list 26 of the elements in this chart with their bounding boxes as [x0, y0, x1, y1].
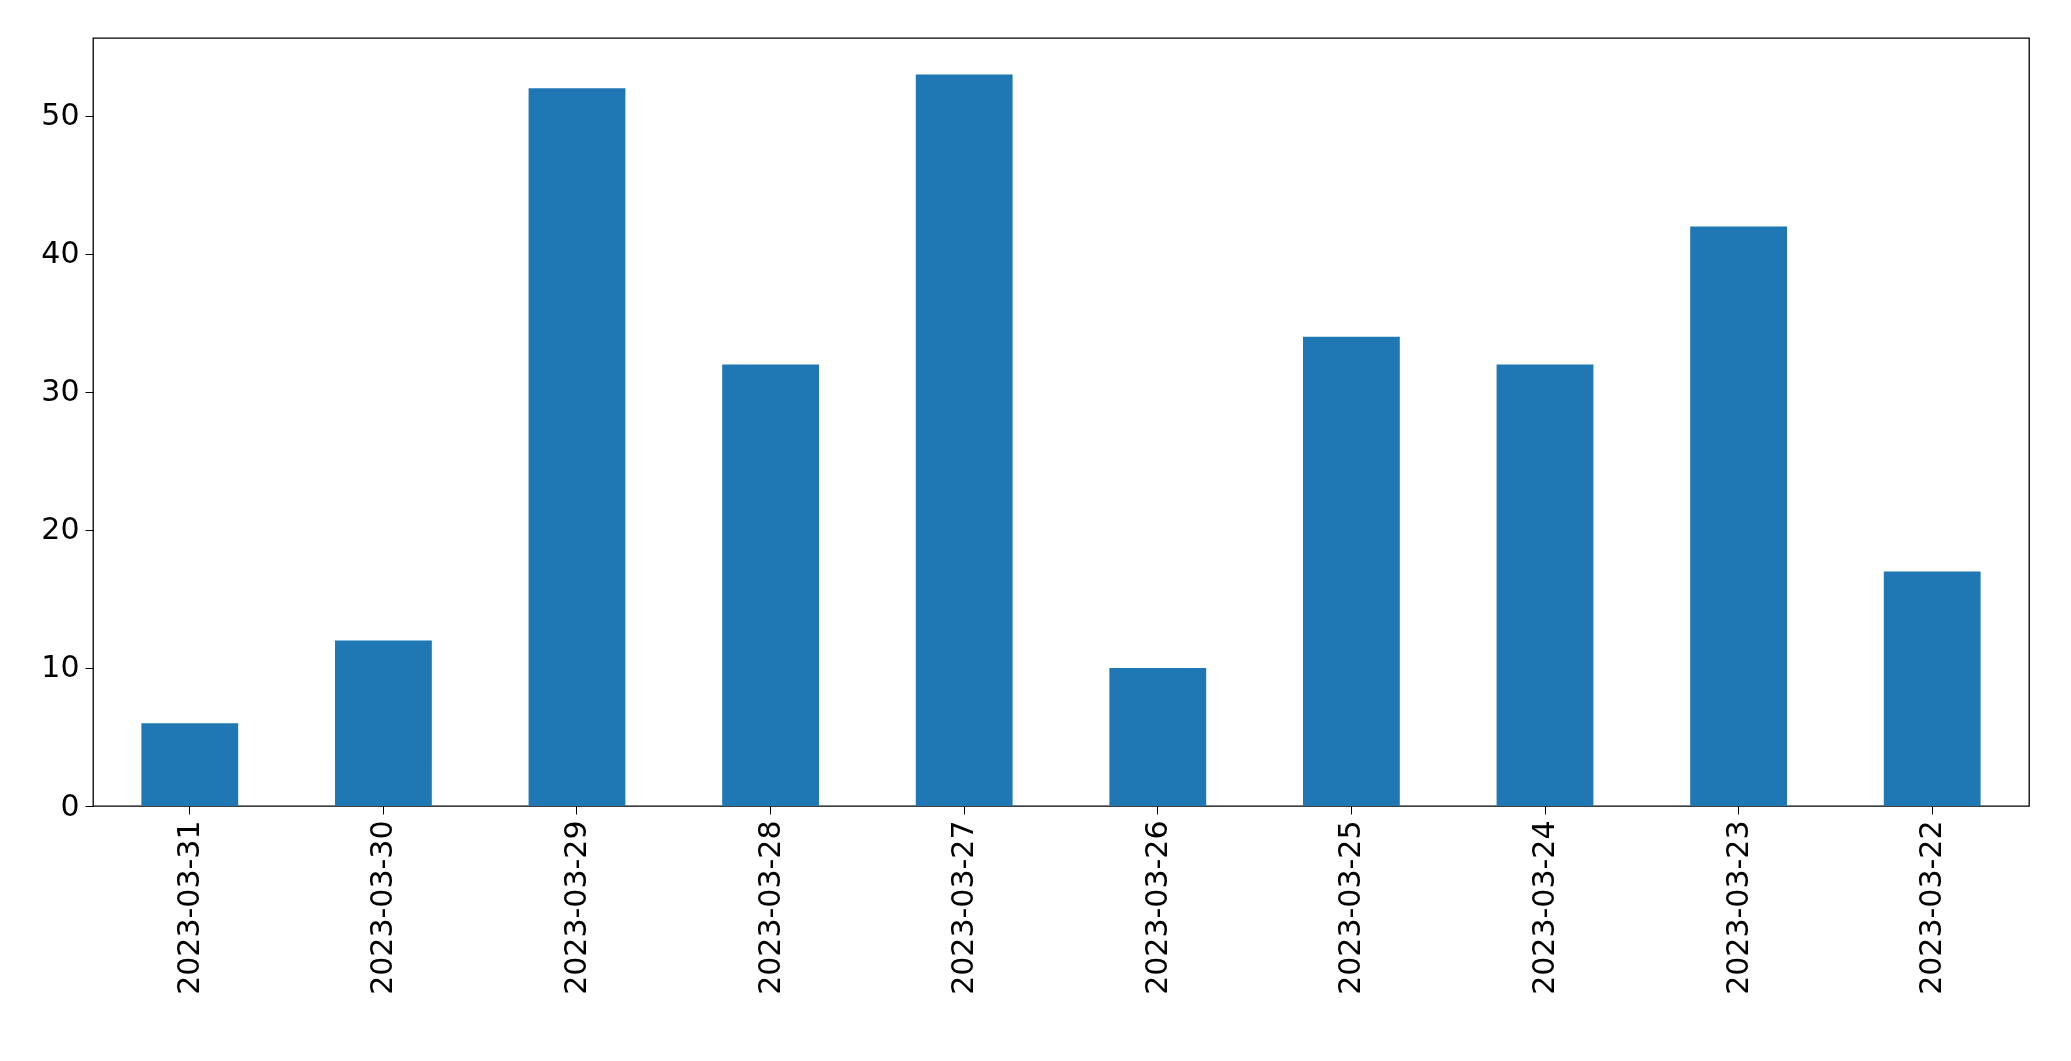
y-tick-label: 30: [41, 373, 80, 409]
y-tick-label: 0: [60, 787, 80, 823]
x-tick-label: 2023-03-29: [558, 820, 593, 995]
x-tick-label: 2023-03-24: [1526, 820, 1561, 995]
x-tick-label: 2023-03-25: [1332, 820, 1368, 995]
x-tick-label: 2023-03-23: [1719, 820, 1755, 995]
x-tick-label: 2023-03-22: [1913, 820, 1949, 995]
bar: [1690, 226, 1787, 806]
y-tick-label: 40: [41, 235, 80, 271]
x-tick-label: 2023-03-28: [751, 820, 787, 995]
bar: [1109, 667, 1207, 806]
x-tick-label: 2023-03-30: [364, 820, 400, 995]
bar: [1303, 336, 1400, 806]
y-tick-label: 20: [41, 511, 80, 547]
bar: [528, 88, 626, 806]
bar: [1496, 364, 1594, 806]
bar: [1883, 571, 1981, 806]
y-tick-label: 50: [41, 97, 80, 133]
bar: [915, 74, 1013, 806]
x-tick-label: 2023-03-26: [1138, 820, 1174, 995]
bar: [335, 640, 432, 806]
x-tick-label: 2023-03-27: [945, 820, 981, 995]
y-tick-label: 10: [41, 649, 80, 685]
bar: [722, 364, 819, 806]
bar: [141, 723, 239, 806]
x-tick-label: 2023-03-31: [170, 820, 206, 995]
